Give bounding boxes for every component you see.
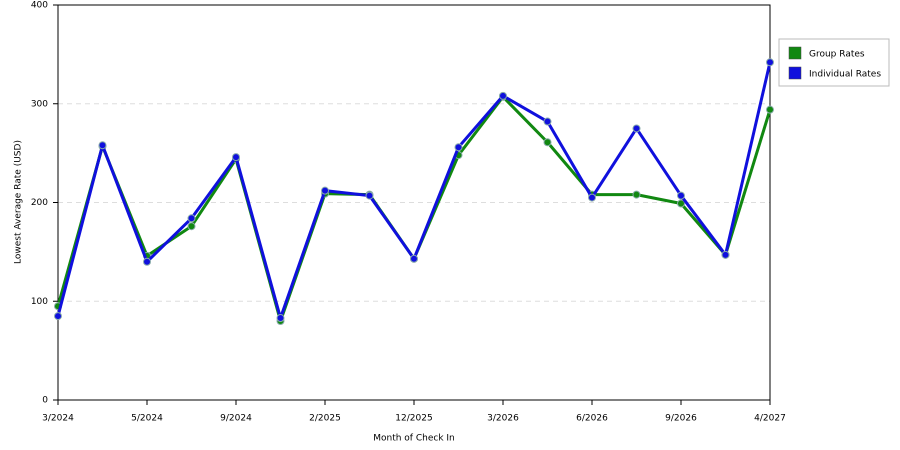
point bbox=[766, 105, 774, 114]
series-line bbox=[56, 61, 772, 320]
series-line bbox=[56, 95, 772, 323]
y-tick-label: 200 bbox=[31, 198, 48, 208]
point bbox=[543, 138, 552, 147]
x-tick-label: 4/2027 bbox=[754, 414, 786, 424]
point bbox=[143, 257, 151, 266]
y-tick-label: 300 bbox=[31, 99, 48, 109]
x-tick-label: 2/2025 bbox=[309, 414, 341, 424]
x-tick-label: 9/2024 bbox=[220, 414, 252, 424]
y-tick-label: 100 bbox=[31, 297, 48, 307]
point bbox=[54, 312, 62, 321]
point bbox=[499, 91, 507, 100]
point bbox=[677, 191, 685, 200]
point bbox=[321, 186, 329, 195]
point bbox=[187, 222, 196, 231]
point bbox=[276, 314, 285, 323]
x-tick-label: 6/2026 bbox=[576, 414, 608, 424]
y-axis-title: Lowest Average Rate (USD) bbox=[14, 140, 24, 264]
point bbox=[721, 250, 730, 259]
legend-swatch bbox=[788, 46, 802, 60]
point bbox=[454, 143, 463, 152]
x-tick-label: 3/2026 bbox=[487, 414, 519, 424]
point bbox=[232, 153, 240, 162]
point bbox=[365, 191, 374, 200]
y-tick-label: 400 bbox=[31, 1, 48, 11]
legend-label: Group Rates bbox=[809, 50, 865, 60]
x-tick-label: 3/2024 bbox=[42, 414, 74, 424]
y-tick-label: 0 bbox=[42, 396, 48, 406]
x-tick-label: 12/2025 bbox=[395, 414, 432, 424]
point bbox=[187, 214, 196, 223]
legend-swatch bbox=[788, 66, 802, 80]
point bbox=[766, 58, 774, 67]
point bbox=[632, 124, 641, 133]
x-axis-title: Month of Check In bbox=[373, 434, 455, 444]
point bbox=[632, 190, 641, 199]
point bbox=[410, 254, 418, 263]
x-tick-label: 5/2024 bbox=[131, 414, 163, 424]
point bbox=[588, 193, 596, 202]
point bbox=[543, 117, 552, 126]
point bbox=[677, 199, 685, 208]
legend-label: Individual Rates bbox=[809, 70, 881, 80]
point bbox=[98, 141, 107, 150]
x-tick-label: 9/2026 bbox=[665, 414, 697, 424]
